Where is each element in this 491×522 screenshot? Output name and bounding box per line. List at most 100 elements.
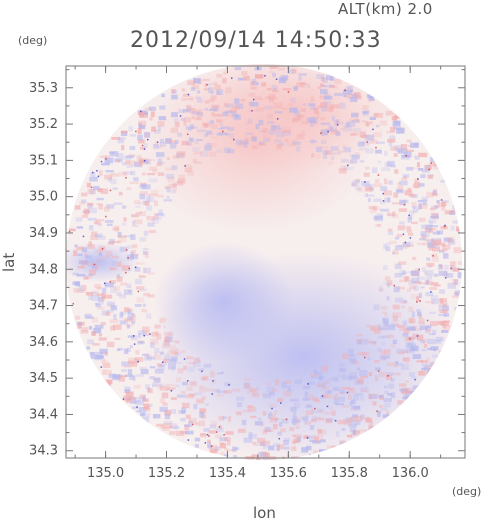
speckle xyxy=(139,288,147,292)
speckle xyxy=(146,159,155,162)
speckle xyxy=(396,324,406,328)
speckle xyxy=(141,309,148,313)
speckle xyxy=(400,144,408,150)
speckle xyxy=(435,336,444,341)
speckle xyxy=(129,145,136,151)
speckle xyxy=(394,364,398,368)
speckle xyxy=(223,390,233,394)
speckle xyxy=(147,388,153,394)
speckle xyxy=(118,136,127,140)
speckle-dot xyxy=(314,407,316,410)
speckle xyxy=(142,250,148,255)
speckle xyxy=(392,304,400,310)
speckle xyxy=(106,309,114,313)
speckle xyxy=(76,273,86,277)
speckle xyxy=(447,282,457,289)
speckle xyxy=(173,425,180,430)
speckle xyxy=(173,118,179,123)
speckle xyxy=(262,135,268,138)
speckle xyxy=(385,246,391,252)
speckle xyxy=(144,355,152,361)
speckle xyxy=(204,108,209,111)
speckle xyxy=(367,357,371,360)
speckle xyxy=(193,139,199,145)
speckle xyxy=(176,180,184,186)
speckle-dot xyxy=(109,189,112,192)
speckle xyxy=(424,165,431,171)
speckle xyxy=(356,378,364,384)
speckle xyxy=(116,153,124,159)
speckle xyxy=(129,160,138,166)
speckle xyxy=(182,381,189,386)
speckle xyxy=(265,440,271,444)
speckle xyxy=(125,374,134,377)
speckle xyxy=(419,282,429,285)
speckle xyxy=(114,337,121,340)
speckle xyxy=(421,367,427,371)
speckle xyxy=(84,252,88,258)
speckle-dot xyxy=(344,89,346,92)
speckle xyxy=(134,161,142,168)
negative-region xyxy=(65,242,139,282)
speckle xyxy=(320,145,329,150)
speckle xyxy=(159,317,167,323)
speckle xyxy=(243,142,248,148)
speckle xyxy=(112,187,118,190)
speckle xyxy=(351,399,356,405)
speckle xyxy=(335,403,345,406)
speckle xyxy=(198,420,206,427)
speckle xyxy=(411,345,419,351)
speckle xyxy=(138,120,147,127)
speckle xyxy=(184,424,190,431)
speckle xyxy=(157,121,165,127)
speckle xyxy=(354,420,361,425)
speckle-dot xyxy=(135,130,137,133)
speckle xyxy=(91,291,98,295)
speckle xyxy=(293,86,298,90)
speckle xyxy=(339,441,349,446)
speckle xyxy=(282,127,291,134)
speckle xyxy=(219,442,226,449)
speckle xyxy=(112,227,120,231)
speckle xyxy=(373,401,377,406)
speckle xyxy=(165,383,175,387)
speckle xyxy=(135,349,140,355)
speckle xyxy=(226,148,235,154)
speckle xyxy=(231,111,237,117)
speckle xyxy=(439,350,444,353)
speckle xyxy=(96,293,104,296)
speckle xyxy=(132,375,136,382)
speckle xyxy=(95,303,102,308)
speckle xyxy=(181,140,189,146)
speckle xyxy=(96,197,104,201)
y-tick-label: 35.2 xyxy=(29,117,58,132)
speckle xyxy=(267,121,275,124)
speckle xyxy=(264,452,271,458)
speckle xyxy=(396,127,405,134)
speckle xyxy=(332,387,340,391)
speckle xyxy=(408,193,416,198)
speckle xyxy=(298,73,307,76)
speckle xyxy=(377,223,381,227)
speckle xyxy=(119,236,127,243)
speckle xyxy=(171,89,177,95)
speckle xyxy=(407,217,412,223)
speckle xyxy=(200,434,207,438)
speckle xyxy=(405,380,409,383)
speckle xyxy=(153,213,159,219)
speckle-dot xyxy=(223,434,225,436)
speckle xyxy=(169,430,176,435)
speckle xyxy=(413,325,418,329)
speckle xyxy=(242,409,252,413)
speckle xyxy=(377,324,382,330)
speckle xyxy=(159,318,164,324)
speckle xyxy=(354,380,364,385)
speckle xyxy=(210,143,218,147)
speckle xyxy=(380,208,390,212)
speckle xyxy=(141,184,151,190)
speckle xyxy=(96,287,102,290)
speckle xyxy=(390,164,396,168)
speckle xyxy=(200,150,209,157)
speckle xyxy=(313,369,317,373)
speckle xyxy=(350,416,358,422)
